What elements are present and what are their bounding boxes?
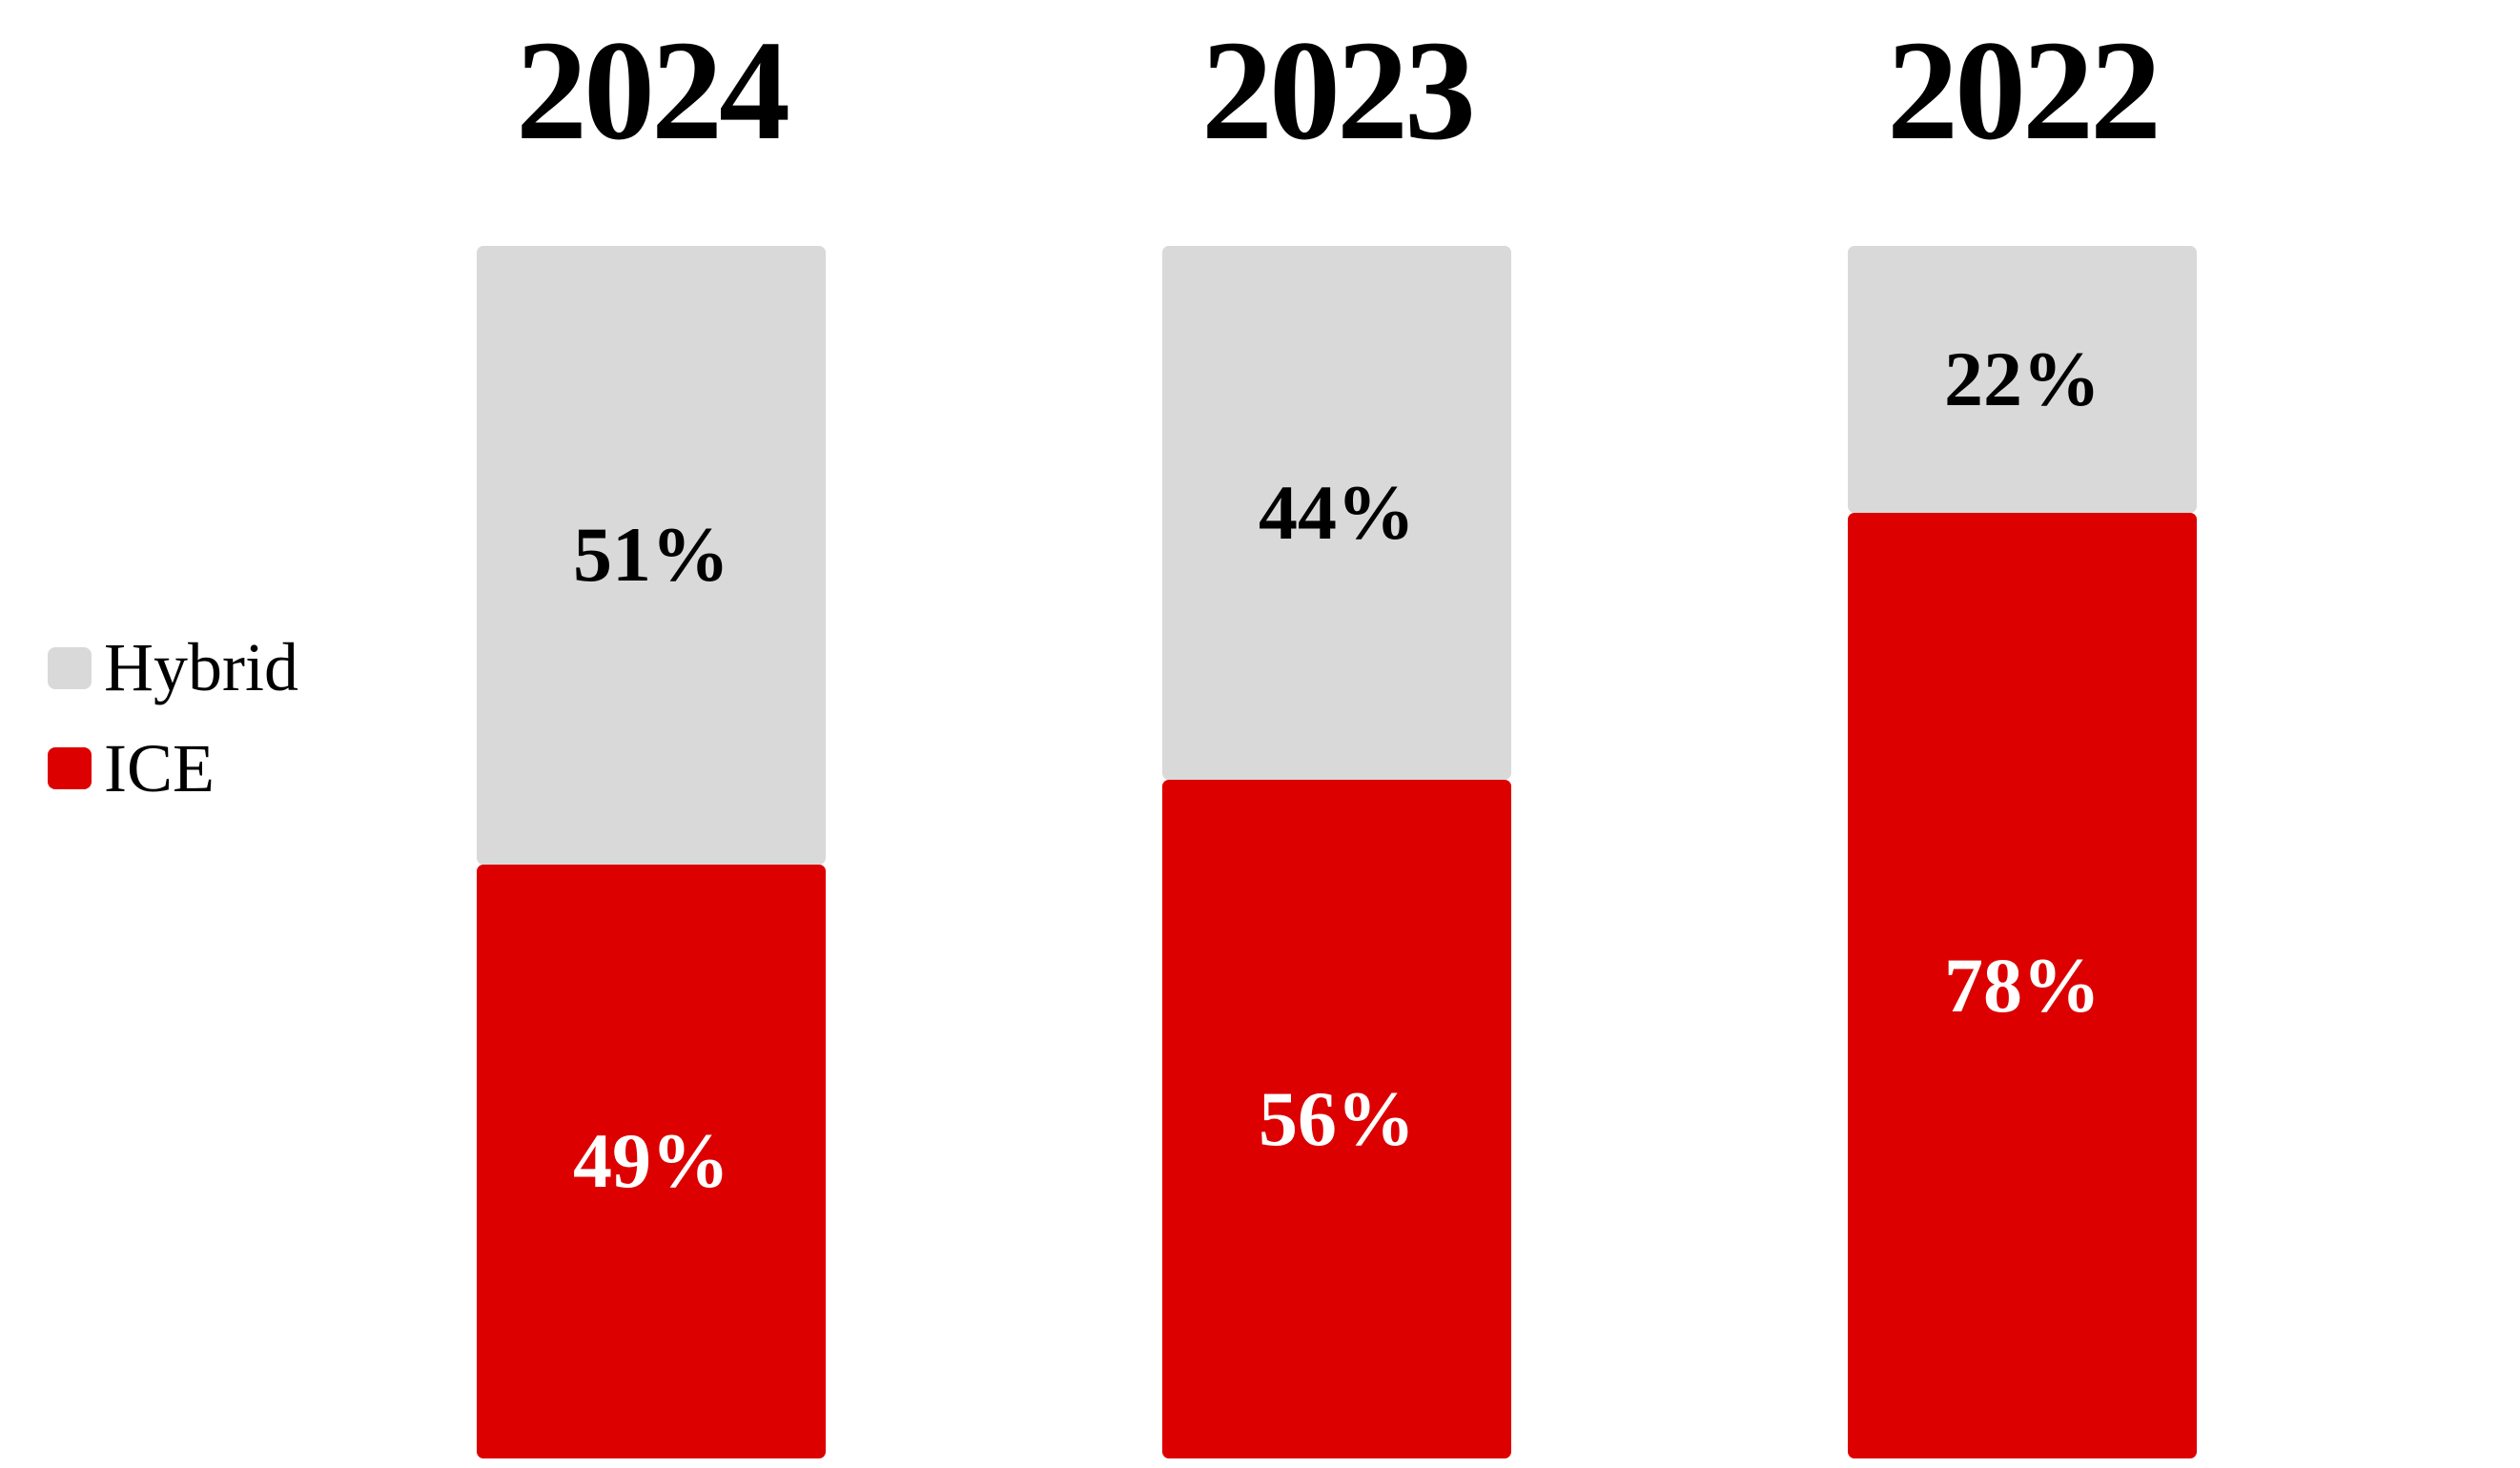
segment-value-label: 49% (573, 1117, 729, 1205)
bar-segment-hybrid-2024: 51% (477, 246, 826, 865)
segment-value-label: 44% (1259, 468, 1415, 556)
category-title-2024: 2024 (516, 11, 790, 170)
segment-value-label: 78% (1944, 941, 2100, 1029)
bar-column-2022: 2022 22% 78% (1848, 0, 2197, 1458)
bar-stack-2022: 22% 78% (1848, 246, 2197, 1458)
bar-segment-ice-2022: 78% (1848, 512, 2197, 1458)
category-title-2023: 2023 (1201, 11, 1476, 170)
bar-column-2023: 2023 44% 56% (1162, 0, 1511, 1458)
legend-swatch-hybrid (48, 646, 92, 689)
bar-segment-hybrid-2022: 22% (1848, 246, 2197, 513)
legend-swatch-ice (48, 747, 92, 790)
segment-value-label: 56% (1259, 1074, 1415, 1162)
legend-label-hybrid: Hybrid (104, 629, 298, 705)
category-title-2022: 2022 (1887, 11, 2161, 170)
bar-segment-ice-2024: 49% (477, 864, 826, 1458)
legend-item-hybrid: Hybrid (48, 629, 298, 705)
bar-segment-hybrid-2023: 44% (1162, 246, 1511, 780)
chart-legend: Hybrid ICE (48, 629, 298, 806)
segment-value-label: 22% (1944, 335, 2100, 422)
chart-columns: 2024 51% 49% 2023 44% 56% 2022 22% 78% (477, 0, 2197, 1458)
bar-stack-2024: 51% 49% (477, 246, 826, 1458)
legend-item-ice: ICE (48, 729, 298, 806)
bar-segment-ice-2023: 56% (1162, 779, 1511, 1458)
segment-value-label: 51% (573, 511, 729, 599)
bar-column-2024: 2024 51% 49% (477, 0, 826, 1458)
legend-label-ice: ICE (104, 729, 215, 806)
bar-stack-2023: 44% 56% (1162, 246, 1511, 1458)
